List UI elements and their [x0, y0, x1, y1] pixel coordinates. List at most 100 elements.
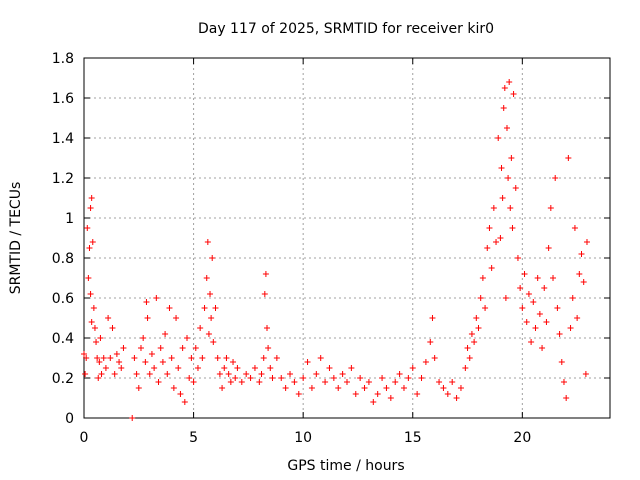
data-point — [521, 271, 528, 277]
data-point — [109, 325, 116, 331]
data-point — [177, 391, 184, 397]
data-point — [199, 355, 206, 361]
x-axis-label: GPS time / hours — [287, 458, 404, 474]
data-point — [88, 195, 95, 201]
data-point — [197, 325, 204, 331]
data-point — [477, 295, 484, 301]
y-tick-label: 1.2 — [52, 171, 74, 187]
data-point — [370, 399, 377, 405]
data-point — [146, 371, 153, 377]
data-point — [414, 391, 421, 397]
data-point — [543, 319, 550, 325]
data-point — [490, 205, 497, 211]
y-tick-label: 0.2 — [52, 371, 74, 387]
axis-ticks: 0 0.2 0.4 0.6 0.8 1 1.2 1.4 1.6 1.8 0 5 10 15 20 — [52, 51, 610, 446]
data-point — [361, 385, 368, 391]
data-point — [300, 375, 307, 381]
data-point — [201, 305, 208, 311]
data-point — [436, 379, 443, 385]
data-point — [330, 375, 337, 381]
data-point — [269, 375, 276, 381]
data-point — [135, 385, 142, 391]
data-point — [344, 379, 350, 385]
data-point — [256, 379, 263, 385]
data-point — [90, 305, 97, 311]
data-point — [232, 375, 239, 381]
data-point — [348, 365, 355, 371]
data-point — [560, 379, 567, 385]
data-point — [387, 395, 394, 401]
data-point — [509, 225, 516, 231]
data-point — [512, 185, 519, 191]
data-point — [558, 359, 565, 365]
data-point — [291, 379, 298, 385]
data-point — [204, 239, 211, 245]
data-point — [517, 285, 524, 291]
data-point — [440, 385, 447, 391]
data-point — [100, 355, 107, 361]
data-point — [313, 371, 320, 377]
data-point — [214, 355, 221, 361]
data-point — [497, 235, 504, 241]
data-point — [155, 379, 162, 385]
data-point — [143, 299, 150, 305]
data-point — [243, 371, 250, 377]
plot-frame — [83, 57, 611, 419]
data-point — [519, 305, 526, 311]
y-tick-label: 1 — [65, 211, 74, 227]
y-tick-label: 0.4 — [52, 331, 74, 347]
data-point — [556, 331, 563, 337]
data-point — [466, 355, 473, 361]
y-tick-label: 0.8 — [52, 251, 74, 267]
data-point — [151, 365, 158, 371]
data-point — [267, 365, 274, 371]
data-point — [449, 379, 456, 385]
data-point — [400, 385, 407, 391]
data-point — [528, 339, 535, 345]
data-point — [352, 391, 359, 397]
data-point — [86, 245, 93, 251]
data-point — [153, 295, 160, 301]
data-point — [554, 305, 561, 311]
data-point — [479, 275, 486, 281]
x-tick-label: 5 — [189, 430, 198, 446]
data-point — [203, 275, 210, 281]
data-point — [96, 359, 103, 365]
data-point — [194, 365, 201, 371]
x-tick-label: 10 — [294, 430, 312, 446]
data-point — [322, 379, 329, 385]
data-point — [113, 351, 120, 357]
data-point — [578, 251, 585, 257]
data-point — [583, 239, 590, 245]
data-point — [140, 335, 147, 341]
data-point — [164, 371, 171, 377]
data-point — [258, 371, 265, 377]
data-point — [221, 365, 228, 371]
data-point — [251, 365, 258, 371]
data-point — [569, 295, 576, 301]
data-point — [190, 379, 197, 385]
data-point — [536, 311, 543, 317]
data-point — [230, 359, 237, 365]
chart-title: Day 117 of 2025, SRMTID for receiver kir… — [198, 21, 494, 37]
data-point — [495, 135, 502, 141]
data-point — [209, 255, 216, 261]
data-point — [166, 305, 173, 311]
data-point — [502, 295, 509, 301]
data-point — [105, 315, 112, 321]
data-point — [265, 345, 272, 351]
data-point — [541, 285, 548, 291]
data-point — [82, 371, 89, 377]
data-point — [418, 375, 425, 381]
x-tick-label: 0 — [80, 430, 89, 446]
data-point — [468, 331, 475, 337]
data-point — [287, 371, 294, 377]
data-point — [247, 375, 254, 381]
data-point — [262, 271, 269, 277]
data-point — [501, 85, 508, 91]
data-point — [238, 379, 245, 385]
data-point — [81, 351, 87, 357]
data-point — [157, 345, 164, 351]
data-point — [574, 315, 581, 321]
data-point — [97, 335, 104, 341]
